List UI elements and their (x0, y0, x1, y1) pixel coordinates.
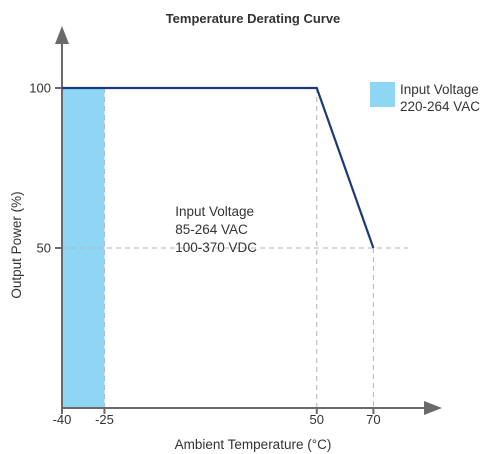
y-tick-label-50: 50 (37, 241, 51, 256)
y-tick-label-100: 100 (29, 81, 51, 96)
annotation-text-3: 100-370 VDC (175, 240, 257, 255)
x-tick-label-70: 70 (366, 412, 380, 427)
x-axis-label: Ambient Temperature (°C) (175, 437, 332, 452)
legend-text-2: 220-264 VAC (400, 99, 480, 114)
legend-text-1: Input Voltage (400, 82, 479, 97)
plot-area: 50 100 -40 -25 50 70 Input Voltage 220-264 VAC I… (29, 26, 480, 427)
x-tick-label--40: -40 (53, 412, 72, 427)
annotation-text-1: Input Voltage (175, 204, 254, 219)
x-tick-label-50: 50 (310, 412, 324, 427)
y-axis-label: Output Power (%) (9, 191, 24, 298)
chart-title: Temperature Derating Curve (166, 11, 341, 26)
legend-swatch (370, 82, 395, 107)
x-tick-label--25: -25 (95, 412, 114, 427)
series-line-0 (62, 86, 375, 249)
y-axis-arrow (55, 26, 69, 44)
annotation-text-2: 85-264 VAC (175, 222, 248, 237)
x-axis-arrow (424, 401, 442, 415)
